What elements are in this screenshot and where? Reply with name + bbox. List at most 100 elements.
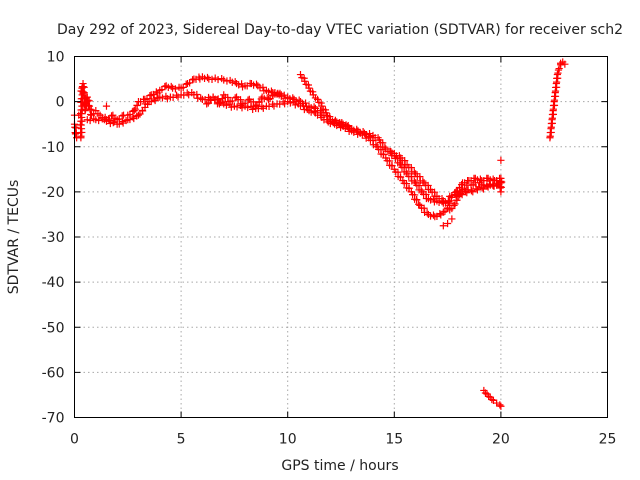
data-point-main-band-upper [168,84,177,92]
data-point-main-band-lower [102,117,111,125]
data-points [70,58,569,410]
data-point-late-night-rise [552,83,560,92]
data-point-evening-recovery [483,182,491,190]
y-tick-label: 0 [56,95,65,111]
data-point-late-upper-branch [326,113,334,121]
data-point-main-band-lower [415,200,423,208]
x-tick-label: 25 [599,432,617,448]
data-point-main-band-upper [211,74,219,82]
data-point-main-band-lower [105,116,114,124]
data-point-main-band-lower [230,102,238,110]
data-point-evening-recovery [472,185,480,193]
data-point-late-night-rise [546,128,554,137]
data-point-late-upper-branch [339,122,347,130]
data-point-main-band-upper [259,83,267,91]
x-tick-labels: 0 5 10 15 20 25 [70,432,616,448]
data-point-scattered-points [497,156,505,164]
data-point-main-band-upper [71,130,80,138]
x-tick-label: 15 [385,432,403,448]
data-point-evening-recovery [452,188,460,196]
data-point-main-band-lower [83,116,91,124]
data-point-scattered-points [439,222,447,230]
y-tick-label: -10 [42,140,65,156]
data-point-midday-waves [252,102,260,110]
data-point-low-segment [497,402,505,410]
axis-ticks [74,56,608,418]
data-point-midday-waves [216,98,225,107]
data-point-late-upper-branch [321,106,330,114]
data-point-main-band-upper [214,75,222,84]
data-point-scattered-points [102,102,111,110]
data-point-main-band-upper [182,80,190,88]
data-point-evening-recovery [473,186,482,194]
y-tick-labels: -70 -60 -50 -40 -30 -20 -10 0 10 [42,50,65,427]
data-point-evening-recovery [484,183,492,191]
data-point-midday-waves [241,99,249,107]
data-point-evening-recovery [457,189,465,198]
data-point-evening-recovery [458,191,466,199]
y-tick-label: -30 [42,230,65,246]
data-point-late-upper-branch [305,84,313,92]
data-point-main-band-lower [193,90,201,99]
data-point-midday-waves [273,90,281,98]
data-point-main-band-upper [146,91,154,100]
data-point-main-band-lower [299,102,308,110]
data-point-main-band-lower [109,119,117,127]
data-point-late-night-rise [555,64,563,73]
data-point-evening-recovery [497,188,505,196]
data-point-late-upper-branch [301,77,309,85]
data-point-late-upper-branch [318,102,326,110]
data-point-low-segment [496,401,504,409]
data-point-main-band-lower [95,116,103,125]
data-point-midday-waves [277,91,285,99]
data-point-low-segment [489,396,498,404]
data-point-main-band-lower [426,212,435,220]
data-point-main-band-lower [86,116,94,125]
data-point-main-band-lower [350,128,358,136]
data-point-main-band-lower [433,212,441,220]
x-tick-label: 0 [70,432,79,448]
data-point-late-upper-branch [317,99,325,107]
data-point-evening-recovery [479,185,488,193]
data-point-main-band-lower [244,103,252,112]
data-point-main-band-lower [222,101,231,109]
data-point-main-band-lower [227,103,235,111]
y-axis-label: SDTVAR / TECUs [6,180,22,295]
data-point-scattered-points [448,215,456,223]
data-point-late-upper-branch [348,125,356,133]
data-point-evening-recovery [463,189,471,197]
data-point-main-band-upper [77,117,85,125]
data-point-main-band-lower [286,99,294,107]
data-point-evening-recovery [453,196,461,204]
data-point-evening-recovery [496,184,504,192]
data-point-main-band-upper [77,128,85,137]
data-point-late-upper-branch [296,70,305,79]
data-point-main-band-lower [284,98,292,106]
data-point-main-band-upper [426,196,435,204]
data-point-main-band-upper [118,112,126,120]
data-point-midday-waves [228,97,236,105]
data-point-evening-recovery [467,187,476,195]
data-point-main-band-upper [171,85,180,93]
data-point-midday-waves [218,95,226,103]
data-point-main-band-upper [79,89,87,97]
y-tick-label: -60 [42,365,65,381]
data-point-main-band-upper [264,88,273,96]
data-point-main-band-upper [208,75,216,84]
data-point-late-upper-branch [304,81,312,89]
data-point-late-night-rise [550,92,559,101]
data-point-late-night-rise [549,101,558,110]
data-point-evening-recovery [461,188,470,196]
data-point-main-band-upper [149,90,157,99]
data-point-evening-recovery [451,200,459,208]
data-point-late-night-rise [548,110,557,119]
data-point-main-band-upper [158,86,166,94]
y-tick-label: 10 [47,50,65,66]
data-point-late-night-rise [547,119,556,128]
data-point-main-band-upper [164,83,172,91]
data-point-afternoon-step [446,199,454,207]
data-point-evening-recovery [478,184,486,192]
data-point-evening-recovery [489,181,497,189]
x-tick-label: 10 [279,432,297,448]
